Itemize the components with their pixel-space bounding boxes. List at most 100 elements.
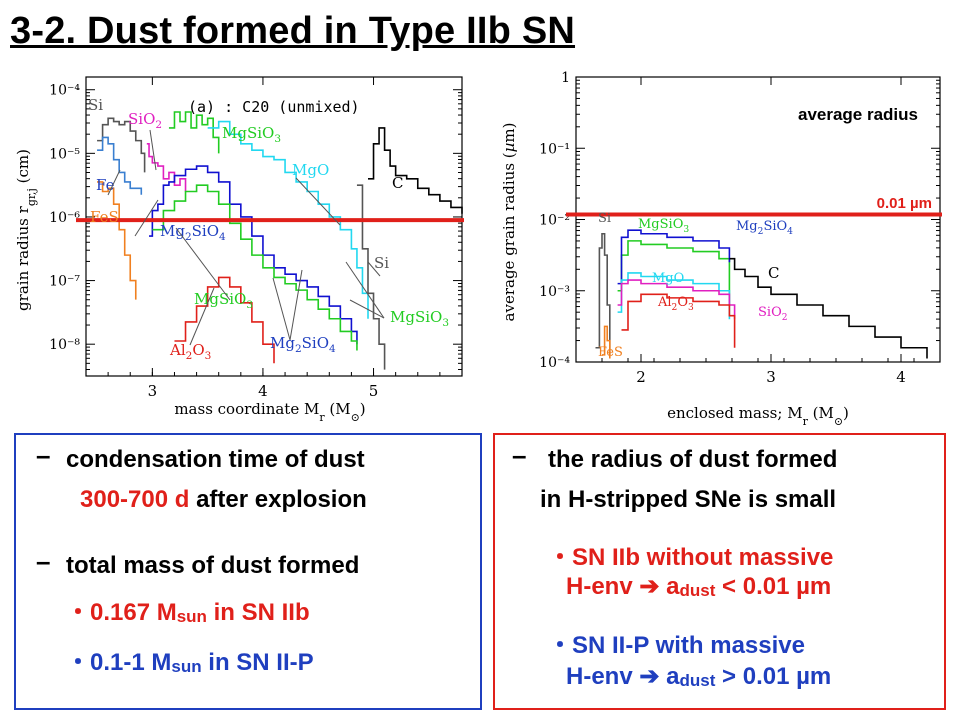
left-species-label: Fe [96,176,115,194]
left-leader-line [107,169,121,196]
condensation-days: 300-700 d [80,486,190,513]
right-dash-1: – [512,440,527,470]
threshold-label: 0.01 µm [877,195,932,212]
left-leader-line [349,299,385,319]
right-summary-box [493,433,946,710]
left-x-tick-label: 4 [258,382,268,400]
sn-iip-mass-item: ・0.1-1 Msun in SN II-P [66,642,314,677]
left-series-line [207,120,369,319]
right-y-axis-label: average grain radius (µm) [500,123,518,322]
sn-iib-radius-item: ・SN IIb without massive [548,537,833,572]
sn-iib-radius-value: < 0.01 µm [715,573,832,600]
left-dash-2: – [36,546,51,576]
right-series-line [621,293,736,348]
left-species-label: Mg2​SiO4​ [160,222,226,243]
right-y-tick-label: 1 [561,70,570,86]
left-x-axis-label: mass coordinate Mr (M⊙) [174,400,365,424]
left-species-label: Al2​O3​ [169,341,211,362]
left-species-label: Si [374,254,389,272]
left-species-label: SiO2​ [128,110,162,131]
right-y-tick-label: 10⁻³ [539,284,570,300]
right-series-line [595,232,611,355]
radius-heading: the radius of dust formed [548,446,838,473]
left-leader-line [272,277,291,341]
left-summary-box [14,433,482,710]
right-series-line [617,229,731,285]
average-radius-annotation: average radius [798,105,918,124]
sun-subscript: sun [171,657,202,676]
page-title: 3-2. Dust formed in Type IIb SN [10,10,576,52]
sn-iib-radius-line2: H-env ➔ adust < 0.01 µm [566,572,831,601]
right-y-tick-label: 10⁻⁴ [539,355,570,371]
left-species-label: MgO [292,161,329,179]
radius-heading-2: in H-stripped SNe is small [540,486,837,513]
left-y-tick-label: 10⁻⁶ [49,210,80,226]
right-species-label: FeS [598,345,623,360]
left-series-line [97,181,137,300]
left-x-tick-label: 3 [148,382,158,400]
sn-iip-radius-item: ・SN II-P with massive [548,625,805,660]
right-species-label: Si [598,211,611,226]
bullet: ・ [66,599,90,626]
right-series-line [602,325,611,359]
total-mass-heading: total mass of dust formed [66,552,360,579]
left-species-label: MgSiO3​ [390,308,449,329]
left-series-line [174,276,275,364]
sun-subscript: sun [176,607,207,626]
condensation-time-heading: condensation time of dust [66,446,365,473]
left-leader-line [289,269,303,341]
sn-iib-mass-value: 0.167 M [90,599,177,626]
right-y-tick-label: 10⁻² [539,213,570,229]
right-series-line [617,240,731,305]
right-x-tick-label: 2 [636,368,646,386]
left-species-label: Si [88,96,103,114]
right-species-label: Mg2​SiO4​ [736,219,793,237]
right-species-label: MgO [652,271,684,286]
left-series-line [149,165,358,345]
sn-iip-radius-line2: H-env ➔ adust > 0.01 µm [566,662,831,691]
left-leader-line [134,199,159,237]
left-y-tick-label: 10⁻⁵ [49,146,80,162]
left-species-label: FeS [90,208,119,226]
sn-iib-mass-item: ・0.167 Msun in SN IIb [66,592,310,627]
left-series-line [146,142,187,192]
sn-iip-radius-value: > 0.01 µm [715,663,832,690]
bullet: ・ [548,632,572,659]
right-series-line [617,279,736,320]
left-series-line [152,184,358,351]
left-series-line [168,111,220,154]
left-y-tick-label: 10⁻⁴ [49,83,80,99]
bullet: ・ [548,544,572,571]
right-x-tick-label: 3 [766,368,776,386]
left-panel-label: (a) : C20 (unmixed) [188,98,360,116]
left-dash-1: – [36,440,51,470]
left-y-axis-label: grain radius rgr,j (cm) [14,149,38,311]
right-y-tick-label: 10⁻¹ [539,141,570,157]
sn-iip-radius-line1: SN II-P with massive [572,632,805,659]
left-leader-line [189,287,215,346]
left-y-tick-label: 10⁻⁷ [49,274,80,290]
left-series-line [97,136,143,195]
henv-arrow-a: H-env ➔ a [566,573,680,600]
right-x-axis-label: enclosed mass; Mr (M⊙) [667,404,849,428]
after-explosion-text: after explosion [189,486,367,513]
left-leader-line [295,177,341,226]
left-species-label: C [392,174,403,192]
left-species-label: MgSiO3​ [222,124,281,145]
sn-iib-radius-line1: SN IIb without massive [572,544,834,571]
left-series-line [368,127,463,214]
sn-iip-mass-label: in SN II-P [201,649,314,676]
dust-subscript: dust [679,581,716,600]
left-leader-line [175,227,231,301]
henv-arrow-a: H-env ➔ a [566,663,680,690]
right-species-label: Al2​O3​ [657,295,694,313]
right-x-tick-label: 4 [896,368,906,386]
condensation-time-value: 300-700 d after explosion [80,486,367,514]
right-species-label: SiO2​ [758,305,788,323]
left-leader-line [367,261,381,277]
right-species-label: C [768,264,779,282]
sn-iip-mass-value: 0.1-1 M [90,649,172,676]
right-species-label: MgSiO3​ [638,217,689,235]
bullet: ・ [66,649,90,676]
